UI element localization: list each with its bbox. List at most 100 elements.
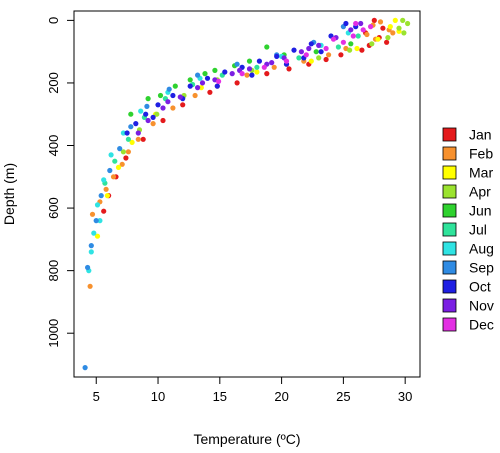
data-point: [103, 186, 109, 192]
data-point: [256, 58, 262, 64]
data-point: [229, 71, 235, 77]
data-point: [124, 130, 130, 136]
data-point: [369, 41, 375, 47]
data-point: [160, 105, 166, 111]
data-point: [323, 56, 329, 63]
data-point: [101, 177, 107, 183]
series-sep: [82, 24, 346, 371]
data-point: [274, 53, 280, 60]
data-point: [371, 17, 377, 23]
data-point: [246, 66, 253, 72]
legend-item-feb: Feb: [442, 146, 493, 162]
data-point: [108, 152, 114, 158]
legend-label: Dec: [469, 317, 494, 333]
data-point: [110, 174, 117, 180]
data-point: [308, 41, 314, 47]
legend-swatch: [442, 184, 457, 199]
legend-swatch: [442, 146, 457, 161]
data-point: [172, 83, 178, 89]
data-point: [135, 130, 141, 136]
legend-swatch: [442, 260, 457, 275]
data-point: [222, 69, 228, 75]
data-point: [135, 136, 141, 142]
data-point: [350, 33, 356, 39]
data-point: [340, 39, 346, 45]
legend-label: Nov: [469, 298, 494, 314]
legend: Jan Feb Mar Apr Jun Jul Aug Sep Oct Nov Dec: [442, 127, 494, 333]
data-point: [119, 161, 125, 167]
data-point: [98, 193, 104, 199]
data-point: [150, 121, 156, 127]
legend-item-sep: Sep: [442, 260, 494, 276]
legend-label: Jun: [469, 203, 492, 219]
data-point: [249, 72, 255, 78]
data-point: [380, 25, 386, 31]
data-point: [308, 58, 314, 64]
data-point: [244, 72, 250, 78]
data-point: [385, 35, 391, 41]
legend-item-aug: Aug: [442, 241, 494, 257]
plot-frame: [73, 10, 421, 378]
y-tick-label: 600: [46, 197, 61, 219]
legend-item-apr: Apr: [442, 184, 491, 200]
data-point: [144, 103, 150, 109]
data-point: [216, 78, 222, 84]
data-point: [291, 47, 297, 53]
data-point: [234, 61, 240, 67]
data-point: [192, 92, 198, 99]
data-point: [115, 164, 122, 170]
data-point: [353, 20, 359, 27]
data-point: [239, 71, 245, 77]
data-point: [85, 264, 91, 271]
data-point: [298, 49, 304, 55]
legend-item-dec: Dec: [442, 317, 494, 333]
data-point: [286, 66, 292, 72]
data-point: [91, 230, 97, 236]
data-point: [354, 45, 360, 52]
data-point: [199, 80, 206, 86]
data-point: [129, 139, 135, 145]
data-point: [145, 96, 151, 102]
data-point: [107, 167, 113, 174]
data-point: [187, 83, 193, 89]
data-point: [165, 99, 171, 105]
data-point: [207, 89, 213, 95]
legend-label: Jul: [469, 222, 487, 238]
x-tick-label: 10: [151, 389, 165, 404]
data-point: [396, 25, 402, 31]
data-point: [195, 72, 201, 78]
data-point: [187, 77, 193, 83]
data-point: [214, 83, 220, 89]
data-point: [405, 20, 411, 27]
data-point: [246, 58, 253, 64]
legend-label: Feb: [469, 146, 493, 162]
data-point: [202, 71, 208, 77]
legend-swatch: [442, 241, 457, 256]
data-point: [88, 249, 94, 255]
data-point: [128, 111, 134, 117]
data-point: [120, 149, 126, 155]
legend-swatch: [442, 279, 457, 294]
data-point: [212, 67, 218, 73]
data-point: [355, 33, 361, 39]
legend-swatch: [442, 203, 457, 218]
data-point: [154, 111, 160, 117]
data-point: [101, 208, 107, 214]
data-point: [82, 365, 88, 371]
data-point: [400, 17, 406, 23]
data-point: [166, 86, 172, 92]
data-point: [198, 85, 204, 91]
data-point: [120, 130, 126, 136]
data-point: [306, 45, 312, 52]
data-point: [318, 49, 324, 55]
x-tick-label: 15: [213, 389, 227, 404]
data-point: [88, 243, 94, 249]
legend-item-oct: Oct: [442, 279, 491, 295]
data-point: [264, 44, 270, 50]
legend-label: Oct: [469, 279, 491, 295]
data-point: [93, 218, 99, 224]
legend-swatch: [442, 298, 457, 313]
series-nov: [135, 20, 364, 136]
legend-item-jan: Jan: [442, 127, 492, 143]
x-axis-title: Temperature (ºC): [193, 431, 300, 447]
